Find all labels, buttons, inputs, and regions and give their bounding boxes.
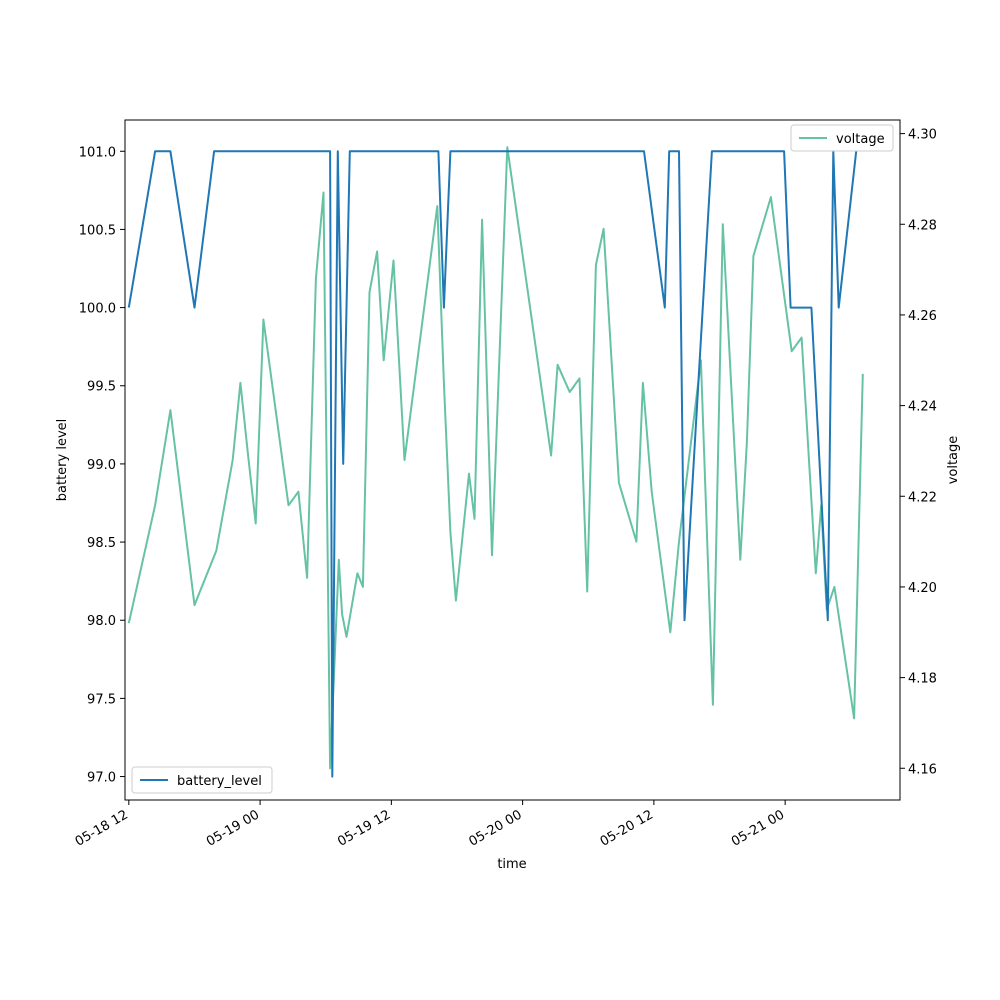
series-layer bbox=[127, 146, 864, 778]
y2-tick-label: 4.28 bbox=[908, 218, 937, 233]
y2-tick-label: 4.20 bbox=[908, 581, 937, 596]
legend-box bbox=[790, 124, 894, 152]
y-tick-label: 98.5 bbox=[87, 536, 116, 551]
y-tick-label: 100.0 bbox=[79, 302, 116, 317]
legend-battery-level[interactable]: battery_level bbox=[131, 766, 273, 794]
y-tick-label: 97.0 bbox=[87, 771, 116, 786]
x-axis-title: time bbox=[497, 857, 526, 872]
x-tick-label: 05-20 12 bbox=[598, 807, 656, 849]
y2-tick-label: 4.18 bbox=[908, 672, 937, 687]
plot-area bbox=[125, 120, 900, 800]
y-tick-label: 98.0 bbox=[87, 614, 116, 629]
series-line-battery-level bbox=[127, 150, 858, 778]
x-tick-label: 05-19 12 bbox=[335, 807, 393, 849]
legend-box bbox=[131, 766, 273, 794]
legend-label-voltage: voltage bbox=[836, 132, 885, 147]
y2-tick-label: 4.16 bbox=[908, 762, 937, 777]
y2-axis-title: voltage bbox=[946, 436, 961, 485]
y-tick-label: 99.0 bbox=[87, 458, 116, 473]
x-tick-label: 05-20 00 bbox=[466, 807, 524, 849]
y-tick-label: 99.5 bbox=[87, 380, 116, 395]
y2-tick-label: 4.22 bbox=[908, 490, 937, 505]
y-tick-label: 101.0 bbox=[79, 145, 116, 160]
plot-frame bbox=[124, 119, 901, 801]
series-line-voltage bbox=[127, 146, 864, 770]
x-tick-label: 05-19 00 bbox=[204, 807, 262, 849]
y2-tick-label: 4.26 bbox=[908, 309, 937, 324]
x-tick-label: 05-18 12 bbox=[73, 807, 131, 849]
y-tick-label: 97.5 bbox=[87, 692, 116, 707]
legend-voltage[interactable]: voltage bbox=[790, 124, 894, 152]
y-axis-title: battery level bbox=[55, 419, 70, 502]
legend-label-battery-level: battery_level bbox=[177, 774, 262, 789]
y2-tick-label: 4.30 bbox=[908, 128, 937, 143]
y2-tick-label: 4.24 bbox=[908, 400, 937, 415]
x-tick-label: 05-21 00 bbox=[729, 807, 787, 849]
y-tick-label: 100.5 bbox=[79, 223, 116, 238]
